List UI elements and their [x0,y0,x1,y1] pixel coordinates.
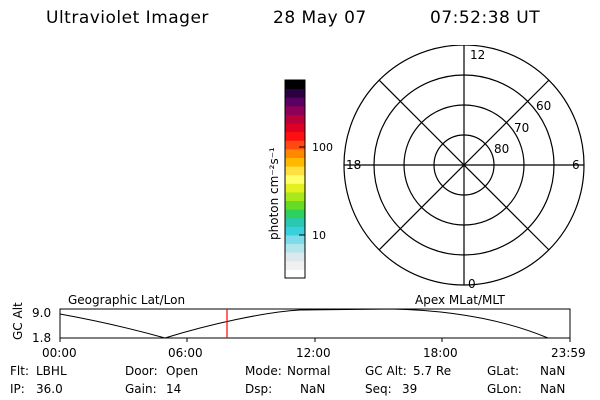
polar-diagonal-2 [378,79,550,251]
colorbar-cell [285,131,305,141]
colorbar-cell [285,191,305,202]
time-label: 07:52:38 UT [430,8,541,28]
timeline-title-left: Geographic Lat/Lon [68,293,185,307]
date-label: 28 May 07 [273,8,367,28]
colorbar-cell [285,157,305,167]
colorbar-cell [285,209,305,219]
colorbar-cell [285,226,305,236]
gain-value: 14 [166,382,182,396]
mode-value: Normal [287,364,331,378]
mlt-label-12: 12 [470,48,485,62]
mlt-label-0: 0 [468,277,476,290]
colorbar-cell [285,88,305,98]
ip-value: 36.0 [36,382,63,396]
glon-label: GLon: [487,382,522,396]
timeline-ytick-high: 9.0 [32,306,51,320]
timeline-xtick-0600: 06:00 [168,346,203,360]
door-label: Door: [125,364,158,378]
glat-value: NaN [540,364,566,378]
colorbar-cell [285,80,305,90]
seq-value: 39 [402,382,418,396]
timeline-title-right: Apex MLat/MLT [415,293,505,307]
colorbar-cell [285,97,305,107]
orbit-timeline: Geographic Lat/Lon Apex MLat/MLT GC Alt … [11,293,586,360]
colorbar-cell [285,234,305,245]
gcalt-label: GC Alt: [365,364,407,378]
colorbar-axis-label: photon cm⁻²s⁻¹ [267,147,281,240]
lat-label-70: 70 [514,121,529,135]
timeline-xtick-1200: 12:00 [296,346,331,360]
colorbar-cell [285,105,305,115]
mode-label: Mode: [245,364,282,378]
flt-label: Flt: [10,364,29,378]
dsp-label: Dsp: [245,382,273,396]
ip-label: IP: [10,382,25,396]
gcalt-value: 5.7 Re [413,364,452,378]
glat-label: GLat: [487,364,520,378]
colorbar-cell [285,174,305,184]
instrument-title: Ultraviolet Imager [46,8,209,28]
colorbar-cell [285,123,305,133]
door-value: Open [166,364,199,378]
colorbar-tick-label-10: 10 [312,229,326,242]
colorbar-tick-label-100: 100 [312,141,333,154]
altitude-curve [59,308,549,339]
flt-value: LBHL [36,364,67,378]
lat-label-80: 80 [494,142,509,156]
colorbar-cell [285,114,305,124]
colorbar-cell [285,200,305,210]
colorbar-cell [285,243,305,253]
colorbar: 100 10 photon cm⁻²s⁻¹ [267,79,333,279]
colorbar-cell [285,260,305,270]
timeline-xtick-1800: 18:00 [423,346,458,360]
lat-label-60: 60 [536,99,551,113]
timeline-frame [59,308,571,339]
gain-label: Gain: [125,382,157,396]
colorbar-cell [285,269,305,279]
polar-plot: 12 18 6 0 60 70 80 [343,45,585,290]
colorbar-cell [285,252,305,262]
colorbar-cell [285,140,305,150]
colorbar-cells [285,80,305,279]
timeline-xtick-0000: 00:00 [42,346,77,360]
colorbar-cell [285,148,305,158]
mlt-label-6: 6 [572,158,580,172]
colorbar-cell [285,217,305,227]
timeline-xtick-2359: 23:59 [551,346,586,360]
dsp-value: NaN [300,382,326,396]
colorbar-cell [285,166,305,176]
colorbar-cell [285,183,305,193]
timeline-ylabel: GC Alt [11,302,25,340]
seq-label: Seq: [365,382,392,396]
glon-value: NaN [540,382,566,396]
mlt-label-18: 18 [346,158,361,172]
timeline-ytick-low: 1.8 [32,331,51,345]
colorbar-frame [284,79,306,279]
